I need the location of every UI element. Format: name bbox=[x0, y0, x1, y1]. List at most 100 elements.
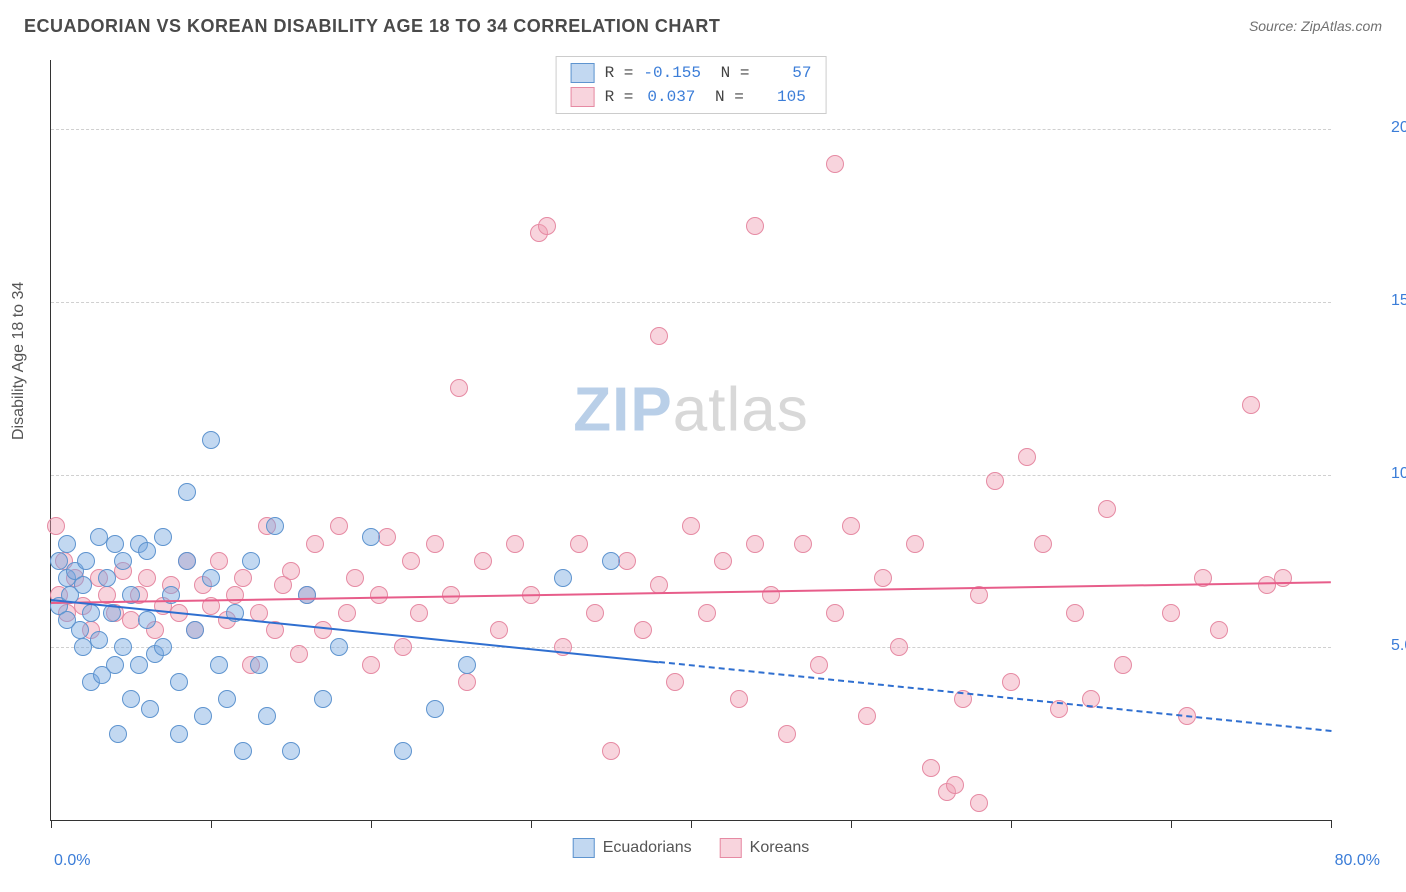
data-point-koreans bbox=[538, 217, 556, 235]
data-point-koreans bbox=[282, 562, 300, 580]
data-point-ecuadorians bbox=[114, 552, 132, 570]
data-point-koreans bbox=[906, 535, 924, 553]
data-point-ecuadorians bbox=[250, 656, 268, 674]
data-point-koreans bbox=[226, 586, 244, 604]
data-point-koreans bbox=[234, 569, 252, 587]
gridline bbox=[51, 647, 1331, 648]
data-point-ecuadorians bbox=[141, 700, 159, 718]
data-point-ecuadorians bbox=[602, 552, 620, 570]
data-point-ecuadorians bbox=[458, 656, 476, 674]
data-point-koreans bbox=[970, 586, 988, 604]
legend-item-koreans: Koreans bbox=[720, 838, 810, 858]
data-point-ecuadorians bbox=[138, 611, 156, 629]
data-point-koreans bbox=[330, 517, 348, 535]
data-point-ecuadorians bbox=[74, 576, 92, 594]
data-point-koreans bbox=[490, 621, 508, 639]
data-point-koreans bbox=[890, 638, 908, 656]
watermark: ZIPatlas bbox=[573, 374, 808, 445]
data-point-koreans bbox=[370, 586, 388, 604]
data-point-koreans bbox=[730, 690, 748, 708]
data-point-ecuadorians bbox=[109, 725, 127, 743]
data-point-koreans bbox=[138, 569, 156, 587]
data-point-ecuadorians bbox=[138, 542, 156, 560]
data-point-koreans bbox=[874, 569, 892, 587]
data-point-koreans bbox=[842, 517, 860, 535]
data-point-ecuadorians bbox=[122, 690, 140, 708]
data-point-ecuadorians bbox=[114, 638, 132, 656]
data-point-koreans bbox=[1242, 396, 1260, 414]
legend-row-b: R =0.037 N =105 bbox=[571, 85, 812, 109]
data-point-koreans bbox=[762, 586, 780, 604]
data-point-ecuadorians bbox=[186, 621, 204, 639]
data-point-ecuadorians bbox=[90, 631, 108, 649]
data-point-koreans bbox=[1210, 621, 1228, 639]
data-point-ecuadorians bbox=[170, 673, 188, 691]
data-point-ecuadorians bbox=[426, 700, 444, 718]
data-point-koreans bbox=[314, 621, 332, 639]
data-point-ecuadorians bbox=[362, 528, 380, 546]
data-point-koreans bbox=[826, 155, 844, 173]
data-point-koreans bbox=[346, 569, 364, 587]
data-point-ecuadorians bbox=[234, 742, 252, 760]
source-attribution: Source: ZipAtlas.com bbox=[1249, 18, 1382, 34]
data-point-koreans bbox=[426, 535, 444, 553]
data-point-koreans bbox=[1274, 569, 1292, 587]
data-point-koreans bbox=[746, 535, 764, 553]
y-axis-label: Disability Age 18 to 34 bbox=[10, 282, 28, 440]
x-tick bbox=[531, 820, 532, 828]
scatter-plot-area: ZIPatlas R =-0.155 N =57 R =0.037 N =105… bbox=[50, 60, 1331, 821]
data-point-ecuadorians bbox=[170, 725, 188, 743]
data-point-koreans bbox=[1018, 448, 1036, 466]
x-tick bbox=[1171, 820, 1172, 828]
x-tick bbox=[851, 820, 852, 828]
data-point-koreans bbox=[682, 517, 700, 535]
data-point-ecuadorians bbox=[58, 535, 76, 553]
data-point-koreans bbox=[1162, 604, 1180, 622]
data-point-koreans bbox=[778, 725, 796, 743]
data-point-koreans bbox=[858, 707, 876, 725]
data-point-koreans bbox=[474, 552, 492, 570]
data-point-ecuadorians bbox=[50, 552, 68, 570]
data-point-koreans bbox=[1002, 673, 1020, 691]
data-point-ecuadorians bbox=[330, 638, 348, 656]
data-point-koreans bbox=[290, 645, 308, 663]
y-tick-label: 5.0% bbox=[1391, 637, 1406, 655]
swatch-ecuadorians-icon bbox=[573, 838, 595, 858]
data-point-ecuadorians bbox=[202, 569, 220, 587]
data-point-koreans bbox=[1114, 656, 1132, 674]
x-tick bbox=[51, 820, 52, 828]
data-point-koreans bbox=[410, 604, 428, 622]
data-point-ecuadorians bbox=[218, 690, 236, 708]
data-point-koreans bbox=[986, 472, 1004, 490]
legend-item-ecuadorians: Ecuadorians bbox=[573, 838, 692, 858]
x-tick bbox=[211, 820, 212, 828]
data-point-ecuadorians bbox=[130, 656, 148, 674]
data-point-ecuadorians bbox=[98, 569, 116, 587]
data-point-koreans bbox=[922, 759, 940, 777]
data-point-koreans bbox=[306, 535, 324, 553]
data-point-koreans bbox=[210, 552, 228, 570]
data-point-koreans bbox=[810, 656, 828, 674]
x-axis-min-label: 0.0% bbox=[54, 852, 90, 870]
data-point-ecuadorians bbox=[210, 656, 228, 674]
data-point-koreans bbox=[570, 535, 588, 553]
data-point-ecuadorians bbox=[154, 638, 172, 656]
x-tick bbox=[371, 820, 372, 828]
data-point-koreans bbox=[618, 552, 636, 570]
swatch-ecuadorians-icon bbox=[571, 63, 595, 83]
data-point-ecuadorians bbox=[77, 552, 95, 570]
data-point-ecuadorians bbox=[71, 621, 89, 639]
data-point-koreans bbox=[394, 638, 412, 656]
data-point-koreans bbox=[47, 517, 65, 535]
data-point-koreans bbox=[1098, 500, 1116, 518]
data-point-ecuadorians bbox=[106, 535, 124, 553]
data-point-ecuadorians bbox=[178, 483, 196, 501]
data-point-koreans bbox=[458, 673, 476, 691]
data-point-koreans bbox=[506, 535, 524, 553]
data-point-ecuadorians bbox=[258, 707, 276, 725]
data-point-koreans bbox=[650, 327, 668, 345]
swatch-koreans-icon bbox=[720, 838, 742, 858]
data-point-koreans bbox=[1066, 604, 1084, 622]
data-point-koreans bbox=[602, 742, 620, 760]
data-point-ecuadorians bbox=[314, 690, 332, 708]
